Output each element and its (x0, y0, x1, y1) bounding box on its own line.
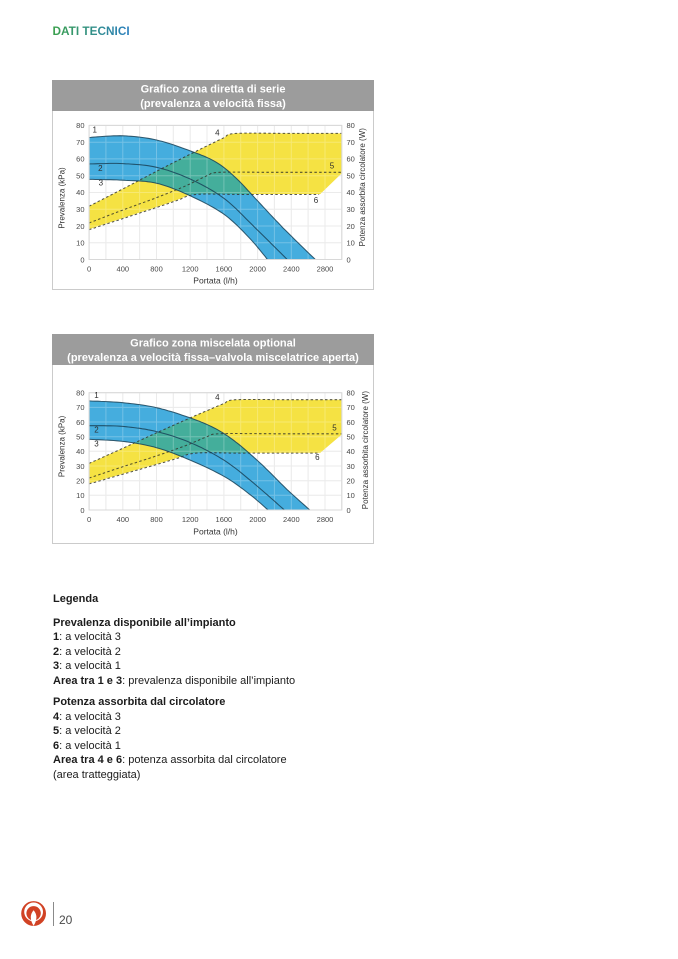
svg-text:1200: 1200 (182, 514, 199, 523)
svg-text:50: 50 (76, 432, 84, 441)
svg-text:Prevalenza (kPa): Prevalenza (kPa) (58, 415, 67, 477)
svg-text:40: 40 (76, 188, 84, 197)
svg-text:1600: 1600 (216, 514, 233, 523)
svg-text:30: 30 (76, 461, 84, 470)
svg-text:80: 80 (347, 388, 355, 397)
svg-text:4: 4 (215, 128, 220, 137)
svg-text:10: 10 (347, 239, 355, 248)
svg-text:Grafico zona diretta di serie: Grafico zona diretta di serie (141, 84, 286, 96)
svg-text:60: 60 (347, 155, 355, 164)
svg-text:2800: 2800 (317, 514, 334, 523)
svg-text:30: 30 (76, 205, 84, 214)
svg-text:1600: 1600 (216, 265, 233, 274)
svg-text:5: 5 (330, 161, 335, 170)
svg-text:50: 50 (76, 172, 84, 181)
svg-text:1200: 1200 (182, 265, 199, 274)
svg-text:0: 0 (87, 265, 91, 274)
svg-text:0: 0 (347, 505, 351, 514)
svg-text:400: 400 (117, 514, 130, 523)
svg-text:30: 30 (347, 461, 355, 470)
svg-text:800: 800 (150, 265, 163, 274)
svg-text:40: 40 (347, 188, 355, 197)
svg-text:4: 4 (215, 392, 220, 401)
svg-text:60: 60 (76, 155, 84, 164)
svg-text:70: 70 (76, 138, 84, 147)
svg-text:0: 0 (80, 255, 84, 264)
svg-text:70: 70 (347, 403, 355, 412)
svg-text:60: 60 (76, 417, 84, 426)
svg-text:1: 1 (94, 390, 99, 399)
svg-text:20: 20 (347, 476, 355, 485)
svg-text:(prevalenza a velocità fissa): (prevalenza a velocità fissa) (140, 98, 286, 110)
svg-text:10: 10 (76, 239, 84, 248)
svg-text:(prevalenza a velocità fissa–v: (prevalenza a velocità fissa–valvola mis… (67, 352, 359, 364)
svg-text:80: 80 (76, 121, 84, 130)
svg-text:2400: 2400 (283, 514, 300, 523)
svg-text:2800: 2800 (317, 265, 334, 274)
svg-text:Potenza assorbita circolatore: Potenza assorbita circolatore (W) (358, 128, 367, 247)
svg-text:400: 400 (117, 265, 130, 274)
svg-text:80: 80 (347, 121, 355, 130)
svg-text:3: 3 (94, 439, 99, 448)
svg-text:40: 40 (76, 447, 84, 456)
svg-text:Portata (l/h): Portata (l/h) (193, 526, 238, 536)
svg-text:10: 10 (347, 491, 355, 500)
svg-text:800: 800 (150, 514, 163, 523)
svg-text:20: 20 (76, 222, 84, 231)
svg-text:80: 80 (76, 388, 84, 397)
svg-text:5: 5 (332, 423, 337, 432)
svg-text:70: 70 (347, 138, 355, 147)
svg-text:1: 1 (92, 126, 97, 135)
svg-text:6: 6 (315, 452, 320, 461)
svg-text:50: 50 (347, 172, 355, 181)
svg-text:2400: 2400 (283, 265, 300, 274)
svg-text:Grafico zona miscelata optiona: Grafico zona miscelata optional (130, 337, 296, 349)
svg-text:2: 2 (98, 164, 103, 173)
svg-text:0: 0 (347, 255, 351, 264)
svg-text:0: 0 (80, 505, 84, 514)
svg-text:2000: 2000 (249, 265, 266, 274)
svg-text:30: 30 (347, 205, 355, 214)
svg-text:50: 50 (347, 432, 355, 441)
svg-text:Prevalenza (kPa): Prevalenza (kPa) (58, 167, 67, 229)
svg-text:3: 3 (99, 178, 104, 187)
svg-text:0: 0 (87, 514, 91, 523)
svg-text:20: 20 (347, 222, 355, 231)
svg-text:6: 6 (314, 196, 319, 205)
svg-text:2000: 2000 (249, 514, 266, 523)
svg-text:20: 20 (76, 476, 84, 485)
svg-text:Portata (l/h): Portata (l/h) (193, 276, 238, 286)
svg-text:60: 60 (347, 417, 355, 426)
svg-text:70: 70 (76, 403, 84, 412)
svg-text:2: 2 (94, 425, 99, 434)
svg-text:40: 40 (347, 447, 355, 456)
svg-text:10: 10 (76, 491, 84, 500)
svg-text:Potenza assorbita circolatore: Potenza assorbita circolatore (W) (361, 390, 370, 509)
